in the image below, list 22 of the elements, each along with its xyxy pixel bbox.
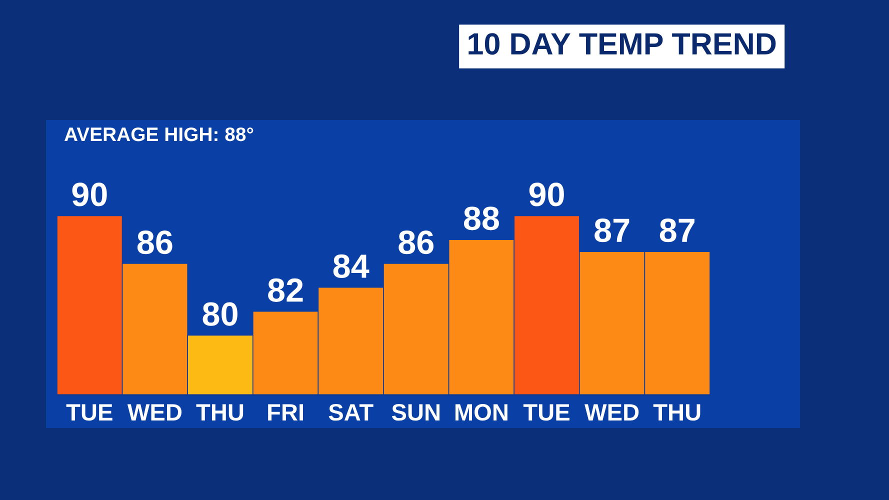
x-tick-label: THU [653, 404, 700, 421]
data-label: 87 [594, 218, 630, 242]
x-tick-label: WED [584, 404, 639, 420]
data-label: 82 [268, 278, 303, 302]
x-tick-label: TUE [523, 404, 570, 421]
x-tick-label: WED [127, 404, 182, 420]
annotation: AVERAGE HIGH: 88° [64, 127, 254, 142]
data-label: 84 [333, 254, 370, 278]
x-tick-label: SUN [392, 404, 440, 421]
x-tick-label: FRI [268, 404, 303, 420]
data-label: 88 [464, 206, 499, 230]
x-tick-label: THU [196, 404, 244, 421]
data-label: 86 [398, 230, 434, 254]
x-tick-label: SAT [328, 404, 374, 421]
data-label: 80 [202, 302, 238, 326]
x-tick-label: TUE [66, 404, 112, 421]
data-label: 86 [137, 230, 172, 254]
data-label: 90 [529, 182, 564, 206]
data-label: 87 [660, 218, 694, 242]
x-tick-label: MON [455, 404, 508, 421]
data-label: 90 [72, 182, 107, 206]
chart-title: 10 DAY TEMP TREND [468, 33, 776, 55]
